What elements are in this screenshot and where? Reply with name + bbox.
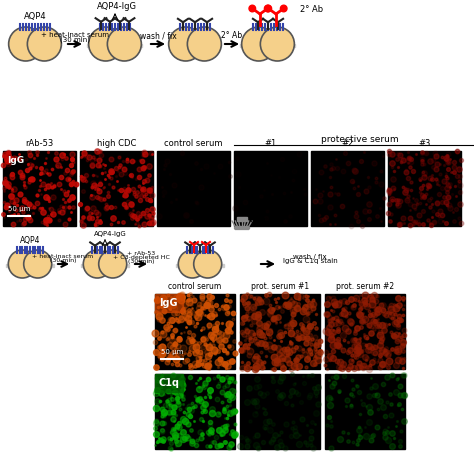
Circle shape (240, 227, 244, 229)
Text: prot. serum #1: prot. serum #1 (251, 282, 309, 291)
Text: wash / fix: wash / fix (140, 31, 176, 40)
Circle shape (107, 27, 141, 61)
Bar (325, 374, 405, 449)
Text: #1: #1 (264, 139, 277, 148)
Circle shape (83, 250, 111, 278)
Text: wash / fix: wash / fix (293, 254, 327, 260)
Text: IgG & C1q stain: IgG & C1q stain (283, 258, 337, 264)
Circle shape (281, 5, 287, 12)
Text: control serum: control serum (164, 139, 223, 148)
Text: protective serum: protective serum (321, 135, 399, 144)
Bar (80, 151, 153, 226)
Circle shape (260, 27, 294, 61)
Circle shape (169, 27, 203, 61)
Bar (169, 44, 221, 47)
Bar (176, 264, 224, 267)
Circle shape (89, 27, 123, 61)
Circle shape (264, 5, 271, 12)
Text: AQP4-IgG: AQP4-IgG (97, 2, 137, 11)
Circle shape (99, 250, 127, 278)
Text: + rAb-53: + rAb-53 (127, 251, 155, 256)
Text: prot. serum #2: prot. serum #2 (336, 282, 394, 291)
Circle shape (24, 250, 52, 278)
Bar (240, 44, 295, 47)
Bar (388, 151, 461, 226)
Bar (237, 217, 247, 221)
Circle shape (246, 227, 249, 229)
Text: + heat-inact serum: + heat-inact serum (41, 32, 109, 38)
Bar (157, 151, 230, 226)
Text: + C3-depleted HC: + C3-depleted HC (112, 255, 169, 260)
Text: AQP4: AQP4 (24, 12, 46, 21)
Text: #3: #3 (419, 139, 431, 148)
Text: 50 μm: 50 μm (8, 206, 30, 212)
Circle shape (235, 227, 237, 229)
Text: #2: #2 (341, 139, 354, 148)
Bar (9, 44, 61, 47)
Text: AQP4: AQP4 (20, 236, 40, 245)
Bar (81, 264, 129, 267)
Circle shape (194, 250, 222, 278)
Text: control serum: control serum (168, 282, 222, 291)
Circle shape (265, 5, 272, 12)
Circle shape (237, 227, 239, 229)
Text: AQP4-IgG: AQP4-IgG (94, 231, 127, 237)
Text: C1q: C1q (250, 216, 266, 225)
Circle shape (9, 250, 36, 278)
Bar (311, 151, 384, 226)
Bar (325, 294, 405, 369)
Circle shape (178, 250, 206, 278)
Circle shape (238, 227, 241, 229)
Text: C1q: C1q (159, 378, 180, 388)
Circle shape (245, 227, 247, 229)
Bar (155, 294, 235, 369)
Circle shape (9, 27, 43, 61)
Bar (155, 374, 183, 392)
Circle shape (187, 27, 221, 61)
Bar (234, 151, 307, 226)
Text: (30 min): (30 min) (60, 36, 90, 43)
Text: rAb-53: rAb-53 (26, 139, 54, 148)
Circle shape (242, 27, 276, 61)
Text: + heat-inact serum: + heat-inact serum (32, 254, 94, 259)
Bar (6, 264, 54, 267)
Text: 2° Ab: 2° Ab (300, 4, 323, 13)
Circle shape (249, 5, 255, 12)
Bar (88, 44, 143, 47)
Text: IgG: IgG (159, 298, 177, 308)
Text: high CDC: high CDC (97, 139, 136, 148)
Bar (3, 151, 76, 226)
Bar (240, 374, 320, 449)
Circle shape (243, 227, 246, 229)
Bar (240, 294, 320, 369)
Text: (30 min): (30 min) (128, 259, 154, 264)
Text: IgG: IgG (7, 156, 24, 165)
Text: (30 min): (30 min) (50, 258, 76, 263)
Text: 50 μm: 50 μm (161, 349, 183, 355)
Bar (155, 374, 235, 449)
Text: 2° Ab: 2° Ab (221, 31, 243, 40)
Circle shape (27, 27, 61, 61)
Bar (155, 294, 183, 312)
